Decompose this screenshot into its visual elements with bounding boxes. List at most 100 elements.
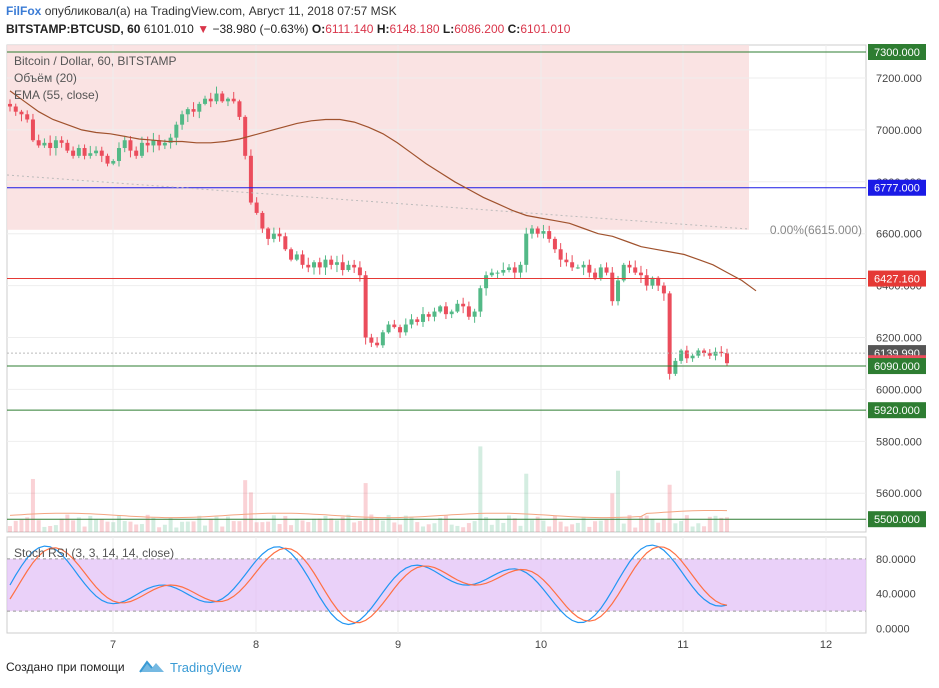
volume-bar [627,514,632,532]
candle-body [225,98,230,102]
volume-bar [449,524,454,532]
candle-body [82,148,87,156]
volume-bar [369,514,374,532]
candle-body [627,264,632,268]
stoch-tick-label: 40.0000 [876,589,916,601]
volume-bar [352,522,357,532]
down-arrow-icon: ▼ [197,22,210,36]
volume-bar [524,473,529,532]
stoch-pane [7,544,866,626]
x-tick-label: 9 [395,639,401,651]
volume-bar [644,515,649,532]
volume-bar [151,517,156,532]
volume-bar [30,478,35,532]
candle-body [116,148,121,162]
tradingview-logo-icon[interactable] [138,656,166,676]
volume-bar [122,521,127,532]
volume-bar [65,514,70,532]
candle-body [42,142,47,146]
volume-bar [277,524,282,532]
candle-body [443,306,448,315]
volume-bar [8,526,12,532]
volume-bar [157,527,162,532]
price-label-box [868,44,926,60]
candle-body [650,277,655,286]
volume-bar [541,520,546,532]
volume-bar [466,523,471,532]
volume-bar [495,519,500,532]
candle-body [254,202,259,213]
open-label: O: [311,22,326,36]
publish-text: опубликовал(а) на TradingView.com, Авгус… [44,4,397,18]
volume-bar [294,519,299,532]
volume-bar [455,525,460,532]
candle-body [260,212,265,229]
volume-bar [266,521,271,532]
volume-bar [472,521,477,532]
candle-body [529,228,534,234]
candle-body [25,114,30,120]
volume-bar [403,515,408,532]
candle-body [8,103,12,107]
volume-bar [713,515,718,532]
volume-bar [363,483,368,532]
volume-bar [191,521,196,532]
volume-bar [145,514,150,532]
candle-body [312,262,317,268]
candle-body [151,140,156,146]
candle-body [570,262,575,268]
price-change: −38.980 (−0.63%) [212,22,309,36]
x-tick-label: 11 [677,639,688,651]
candle-body [661,285,666,294]
candle-body [547,231,552,239]
candle-body [420,314,425,322]
candle-body [111,161,116,164]
x-tick-label: 8 [253,639,259,651]
candle-body [673,360,678,374]
volume-bar [547,526,552,532]
footer-brand[interactable]: TradingView [170,660,242,675]
volume-bar [478,446,483,532]
price-label: 6427.160 [874,274,920,286]
volume-bar [558,521,563,532]
candle-body [174,124,179,138]
candle-body [105,155,110,164]
volume-bar [300,520,305,532]
volume-bar [162,524,167,532]
volume-bar [99,518,104,532]
candle-body [438,306,443,312]
volume-ma-line [9,510,728,519]
volume-bar [323,515,328,532]
volume-bar [317,518,322,532]
trend-line [6,174,749,230]
volume-bar [248,492,253,532]
volume-bar [185,521,190,532]
author-name[interactable]: FilFox [6,4,42,18]
volume-bar [116,514,121,532]
price-label: 6777.000 [874,183,920,195]
volume-bar [168,517,173,532]
price-label-box [868,270,926,287]
volume-bar [667,484,672,532]
open-value: 6111.140 [325,22,374,36]
volume-bar [518,525,523,532]
candle-body [478,288,483,312]
candle-body [656,277,661,286]
volume-bar [105,521,110,532]
volume-bar [231,521,236,532]
volume-bar [690,526,695,532]
volume-bar [679,521,684,532]
candle-body [289,249,294,260]
volume-bar [289,525,294,532]
candle-body [616,280,621,302]
volume-bar [725,517,729,532]
candle-body [208,98,213,102]
volume-bar [306,522,311,532]
volume-bar [329,518,334,532]
volume-bar [375,518,380,532]
high-value: 6148.180 [389,22,440,36]
volume-bar [489,524,494,532]
candle-body [702,350,707,354]
candle-body [426,314,431,317]
